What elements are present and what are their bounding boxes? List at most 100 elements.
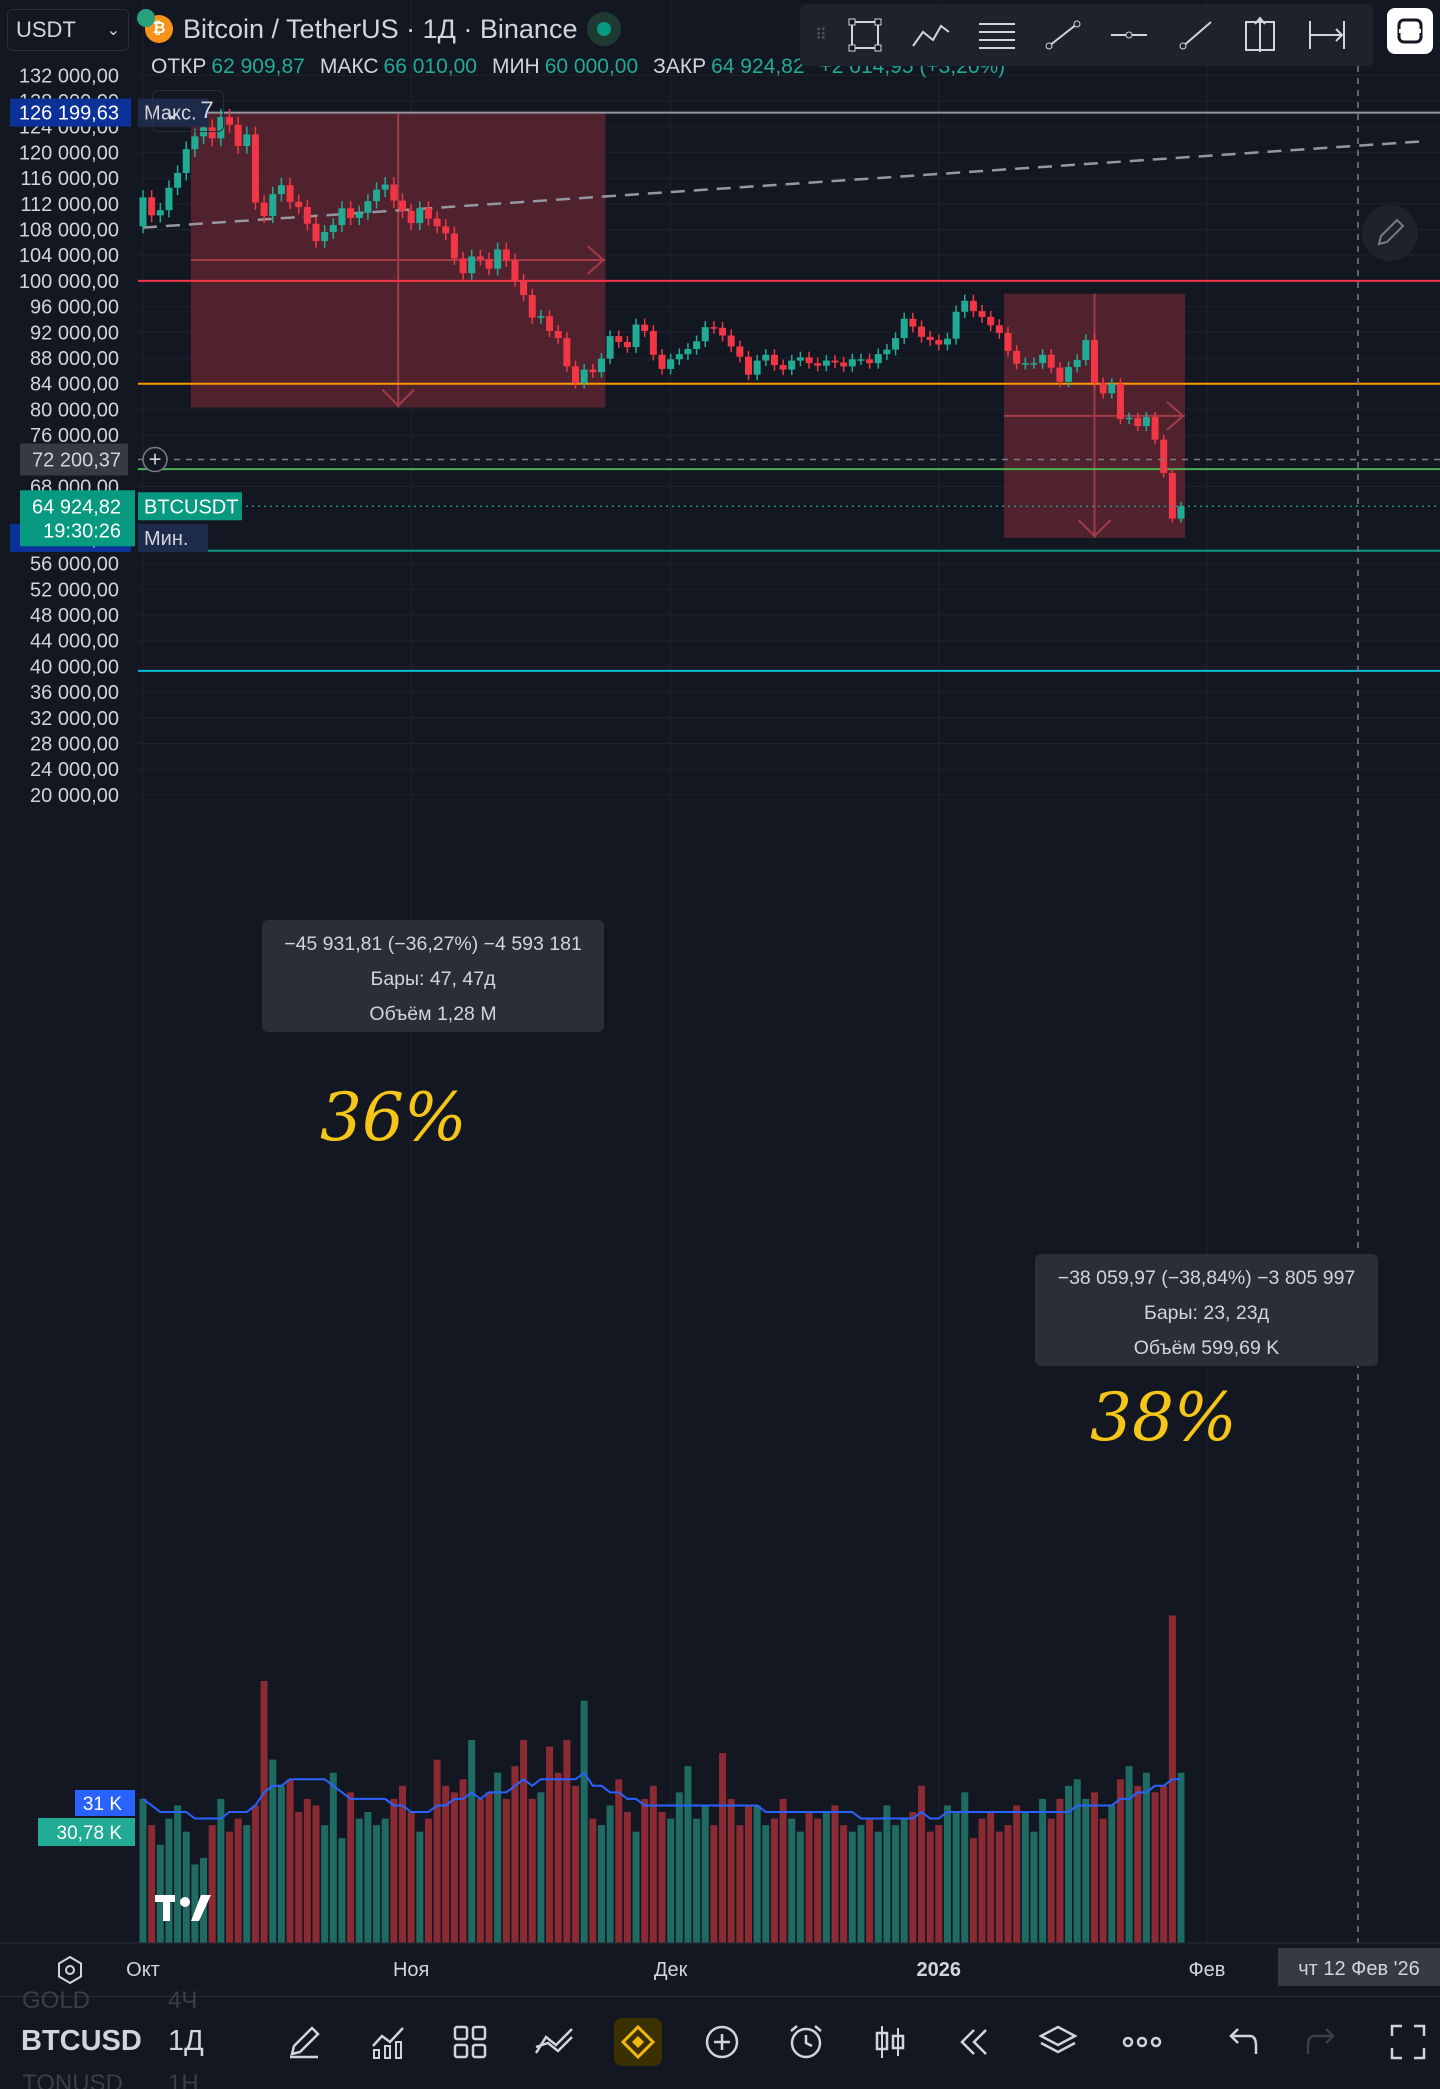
- volume-bar: [1134, 1785, 1142, 1943]
- low-value: 60 000,00: [544, 55, 639, 78]
- volume-bar: [347, 1792, 355, 1943]
- y-tick-label: 48 000,00: [30, 605, 119, 627]
- candle-body: [450, 233, 458, 259]
- volume-bar: [450, 1792, 458, 1943]
- volume-bar: [295, 1812, 303, 1943]
- measure-bars-label: Бары: 23, 23д: [1144, 1302, 1270, 1324]
- volume-bar: [900, 1818, 908, 1943]
- next-symbol[interactable]: TONUSD: [22, 2070, 123, 2089]
- volume-bar: [684, 1766, 692, 1943]
- add-icon[interactable]: [698, 2018, 746, 2066]
- rectangle-icon[interactable]: [832, 7, 898, 63]
- more-icon[interactable]: [1118, 2018, 1166, 2066]
- volume-bar: [788, 1818, 796, 1943]
- y-tick-label: 36 000,00: [30, 682, 119, 704]
- candle-body: [969, 300, 977, 312]
- volume-bar: [1073, 1779, 1081, 1943]
- measure-info-box: [1035, 1254, 1378, 1366]
- close-label: ЗАКР: [653, 55, 707, 78]
- drag-handle-icon[interactable]: ⠿: [815, 27, 827, 44]
- volume-bar: [208, 1825, 216, 1943]
- redo-icon: [1300, 2018, 1348, 2066]
- fib-lines-icon[interactable]: [964, 7, 1030, 63]
- draw-icon[interactable]: [280, 2018, 328, 2066]
- x-tick-label: Дек: [654, 1959, 688, 1981]
- chart-title[interactable]: ₿ Bitcoin / TetherUS · 1Д · Binance: [137, 9, 622, 46]
- candle-body: [1065, 366, 1073, 382]
- candle-body: [468, 256, 476, 274]
- candle-body: [459, 258, 467, 274]
- binance-icon[interactable]: [614, 2018, 662, 2066]
- replay-icon[interactable]: [950, 2018, 998, 2066]
- path-icon[interactable]: [898, 7, 964, 63]
- volume-bar: [727, 1798, 735, 1943]
- volume-bar: [537, 1792, 545, 1943]
- candle-body: [952, 311, 960, 339]
- undo-icon[interactable]: [1216, 2018, 1264, 2066]
- ray-icon[interactable]: [1162, 7, 1228, 63]
- volume-bar: [649, 1785, 657, 1943]
- pencil-icon[interactable]: [1362, 205, 1418, 261]
- candle-body: [381, 184, 389, 190]
- alert-icon[interactable]: [782, 2018, 830, 2066]
- y-tick-label: 96 000,00: [30, 297, 119, 319]
- volume-bar: [260, 1681, 268, 1943]
- y-tick-label: 84 000,00: [30, 374, 119, 396]
- volume-bars: [139, 1615, 1185, 1943]
- volume-bar: [909, 1812, 917, 1943]
- sync-icon[interactable]: [1387, 8, 1433, 54]
- layout-icon[interactable]: [446, 2018, 494, 2066]
- volume-bar: [883, 1805, 891, 1943]
- volume-bar: [286, 1779, 294, 1943]
- candle-body: [520, 280, 528, 296]
- indicators-toggle[interactable]: ⌄ 7: [152, 90, 224, 132]
- symbol-select[interactable]: USDT ⌄: [7, 9, 129, 51]
- date-range-icon[interactable]: [1294, 7, 1360, 63]
- prev-symbol[interactable]: GOLD: [22, 1987, 91, 2014]
- candle-body: [476, 256, 484, 260]
- volume-bar: [563, 1739, 571, 1943]
- volume-bar: [632, 1831, 640, 1943]
- bottom-interval[interactable]: 1Д: [168, 2025, 204, 2057]
- indicators-icon[interactable]: [364, 2018, 412, 2066]
- market-status-icon[interactable]: [587, 12, 622, 46]
- trend-line-icon[interactable]: [1030, 7, 1096, 63]
- candle-body: [442, 226, 450, 234]
- bitcoin-logo-icon: ₿: [137, 9, 173, 43]
- candle-body: [139, 197, 147, 227]
- candles-icon[interactable]: [866, 2018, 914, 2066]
- volume-bar: [494, 1772, 502, 1943]
- volume-bar: [528, 1798, 536, 1943]
- x-tick-label: Окт: [126, 1959, 160, 1981]
- next-interval[interactable]: 1Н: [168, 2070, 199, 2089]
- volume-bar: [667, 1818, 675, 1943]
- volume-bar: [303, 1798, 311, 1943]
- y-tick-label: 120 000,00: [19, 142, 119, 164]
- candle-body: [935, 340, 943, 345]
- compare-icon[interactable]: [530, 2018, 578, 2066]
- bottom-symbol[interactable]: BTCUSD: [21, 2025, 142, 2057]
- prev-interval[interactable]: 4Ч: [168, 1987, 198, 2014]
- candle-body: [883, 349, 891, 355]
- candle-body: [1108, 383, 1116, 394]
- y-tick-label: 56 000,00: [30, 554, 119, 576]
- volume-bar: [459, 1779, 467, 1943]
- last-price-label: 64 924,82: [32, 496, 121, 518]
- horizontal-line-icon[interactable]: [1096, 7, 1162, 63]
- volume-bar: [364, 1812, 372, 1943]
- y-tick-label: 132 000,00: [19, 65, 119, 87]
- volume-bar: [606, 1805, 614, 1943]
- fullscreen-icon[interactable]: [1384, 2018, 1432, 2066]
- high-value: 66 010,00: [383, 55, 477, 78]
- volume-bar: [139, 1798, 147, 1943]
- volume-bar: [511, 1766, 519, 1943]
- volume-bar: [217, 1798, 225, 1943]
- layers-icon[interactable]: [1034, 2018, 1082, 2066]
- settings-icon[interactable]: [55, 1955, 85, 1990]
- candle-body: [615, 336, 623, 342]
- candle-body: [943, 338, 951, 345]
- open-value: 62 909,87: [211, 55, 305, 78]
- volume-bar: [520, 1739, 528, 1943]
- fixed-range-icon[interactable]: [1228, 7, 1294, 63]
